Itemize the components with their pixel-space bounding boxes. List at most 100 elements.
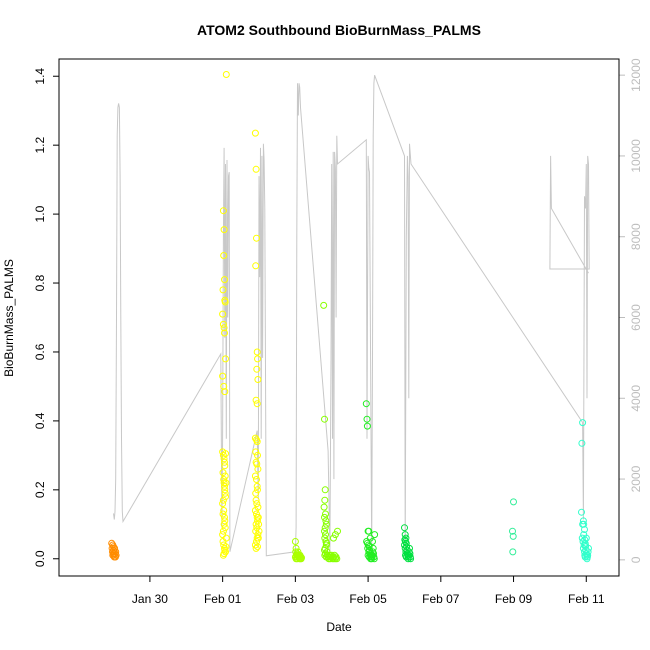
data-point — [253, 524, 261, 532]
y2-tick-label: 10000 — [629, 139, 643, 173]
series-group — [291, 538, 305, 563]
points-layer — [108, 71, 592, 563]
data-point — [402, 534, 410, 542]
data-point — [219, 286, 227, 294]
data-point — [253, 538, 260, 545]
data-point — [365, 527, 373, 535]
series-group — [320, 301, 341, 563]
data-point — [254, 517, 261, 525]
x-tick-label: Feb 11 — [568, 592, 605, 606]
data-point — [253, 510, 260, 518]
data-point — [255, 520, 263, 528]
data-point — [221, 276, 228, 284]
data-point — [252, 496, 260, 504]
data-point — [111, 544, 119, 552]
data-point — [509, 527, 516, 535]
data-point — [291, 538, 299, 545]
data-point — [253, 482, 261, 490]
data-point — [370, 555, 378, 563]
data-point — [221, 458, 228, 466]
series-group — [509, 498, 517, 556]
data-point — [292, 544, 300, 552]
y2-tick-label: 2000 — [629, 465, 643, 492]
data-point — [331, 531, 339, 539]
data-point — [321, 527, 328, 535]
data-point — [108, 539, 116, 547]
altitude-layer — [113, 75, 590, 557]
data-point — [584, 548, 592, 556]
data-point — [509, 532, 517, 540]
y2-tick-label: 12000 — [629, 58, 643, 92]
data-point — [321, 524, 329, 532]
data-point — [582, 541, 589, 549]
data-point — [322, 517, 330, 525]
data-point — [220, 541, 228, 549]
data-point — [220, 324, 228, 332]
data-point — [406, 550, 414, 558]
data-point — [220, 252, 228, 259]
data-point — [222, 548, 229, 556]
data-point — [405, 551, 413, 559]
data-point — [222, 493, 229, 501]
data-point — [220, 520, 228, 528]
data-point — [221, 486, 229, 494]
series-group — [251, 129, 263, 552]
data-point — [108, 544, 116, 552]
data-point — [110, 553, 118, 561]
data-point — [221, 524, 229, 532]
y2-tick-label: 4000 — [629, 385, 643, 412]
data-point — [219, 510, 227, 518]
data-point — [321, 496, 329, 504]
data-point — [219, 531, 227, 539]
data-point — [252, 165, 260, 173]
data-point — [252, 544, 260, 552]
data-point — [220, 455, 228, 463]
data-point — [322, 520, 330, 528]
data-point — [253, 365, 261, 373]
data-point — [253, 400, 261, 408]
data-point — [579, 517, 587, 525]
data-point — [219, 496, 227, 504]
data-point — [322, 510, 329, 518]
y-tick-label: 0.0 — [33, 550, 47, 567]
data-point — [253, 500, 261, 508]
x-tick-label: Feb 09 — [495, 592, 533, 606]
data-point — [371, 531, 379, 539]
data-point — [254, 376, 262, 383]
data-point — [221, 489, 229, 497]
data-point — [109, 541, 117, 549]
data-point — [334, 527, 341, 535]
y-tick-label: 0.8 — [33, 274, 47, 291]
data-point — [251, 472, 259, 480]
data-point — [254, 534, 262, 542]
data-point — [252, 489, 260, 497]
series-group — [401, 524, 415, 563]
data-point — [221, 388, 229, 396]
data-point — [366, 534, 374, 542]
data-point — [330, 534, 337, 542]
data-point — [221, 482, 228, 490]
data-point — [222, 450, 229, 458]
data-point — [221, 298, 229, 306]
x-tick-label: Feb 03 — [277, 592, 315, 606]
data-point — [321, 551, 329, 559]
x-tick-label: Feb 01 — [204, 592, 242, 606]
data-point — [321, 415, 328, 423]
data-point — [220, 507, 228, 514]
data-point — [251, 507, 259, 514]
data-point — [253, 476, 260, 483]
data-point — [252, 262, 260, 270]
data-point — [253, 460, 261, 468]
data-point — [365, 543, 373, 551]
data-point — [221, 329, 228, 337]
y-tick-label: 0.6 — [33, 343, 47, 360]
data-point — [220, 382, 228, 390]
data-point — [579, 419, 587, 427]
data-point — [254, 531, 262, 539]
data-point — [219, 320, 227, 328]
data-point — [221, 472, 229, 480]
data-point — [333, 555, 341, 563]
y-axis-label: BioBurnMass_PALMS — [2, 259, 16, 377]
y2-tick-label: 8000 — [629, 223, 643, 250]
